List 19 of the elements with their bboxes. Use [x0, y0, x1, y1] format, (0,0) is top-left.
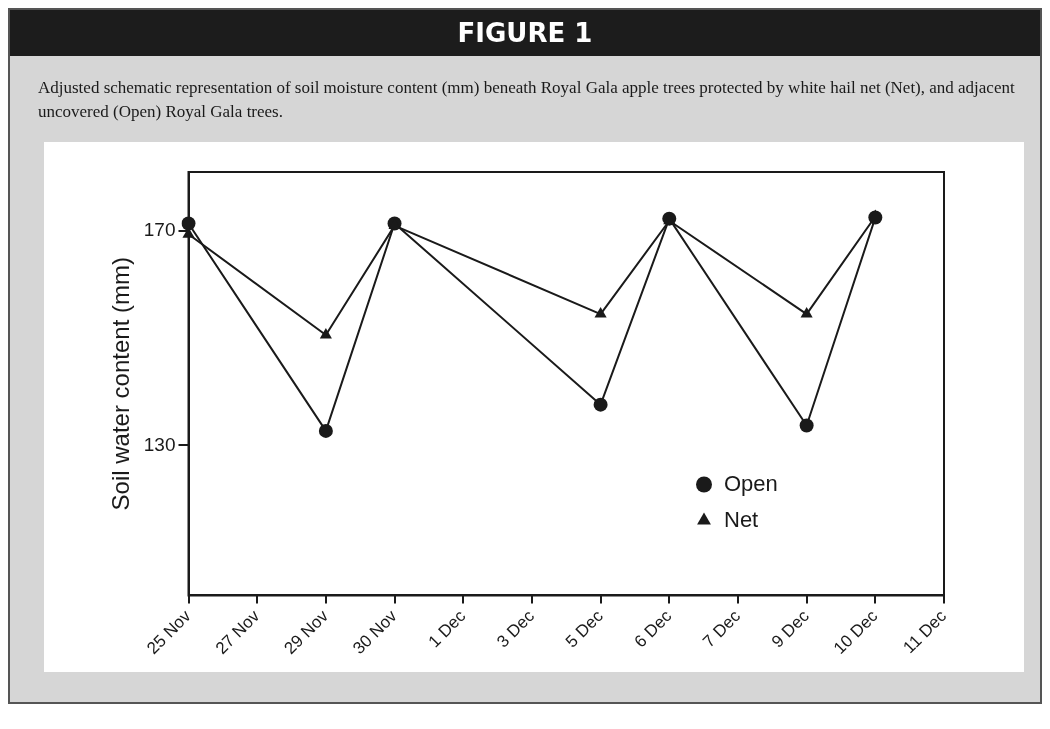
x-tick-label: 6 Dec: [630, 606, 676, 652]
x-tick-label: 1 Dec: [424, 606, 470, 652]
y-tick-label: 170: [143, 219, 176, 241]
x-tick-label: 11 Dec: [899, 606, 951, 658]
x-tick-label: 10 Dec: [829, 606, 882, 658]
x-tick-label: 5 Dec: [561, 606, 608, 652]
x-tick-label: 29 Nov: [280, 606, 333, 658]
x-tick-label: 30 Nov: [349, 606, 402, 658]
y-tick-label: 130: [143, 433, 176, 455]
x-tick-label: 27 Nov: [211, 606, 264, 658]
y-axis-title: Soil water content (mm): [107, 257, 135, 511]
x-tick-label: 9 Dec: [767, 606, 814, 652]
chart-title: FIGURE 1: [10, 10, 1040, 56]
x-tick-label: 7 Dec: [699, 606, 745, 652]
chart-subtitle: Adjusted schematic representation of soil moisture content (mm) beneath Royal Gala apple trees protected by white hail net (Net), and adjacent uncovered (Open) Royal Gala trees.: [37, 77, 1016, 123]
x-tick-label: 25 Nov: [143, 606, 195, 658]
x-tick-label: 3 Dec: [493, 606, 539, 652]
legend-label: Net: [724, 506, 759, 532]
legend-label: Open: [724, 470, 778, 496]
